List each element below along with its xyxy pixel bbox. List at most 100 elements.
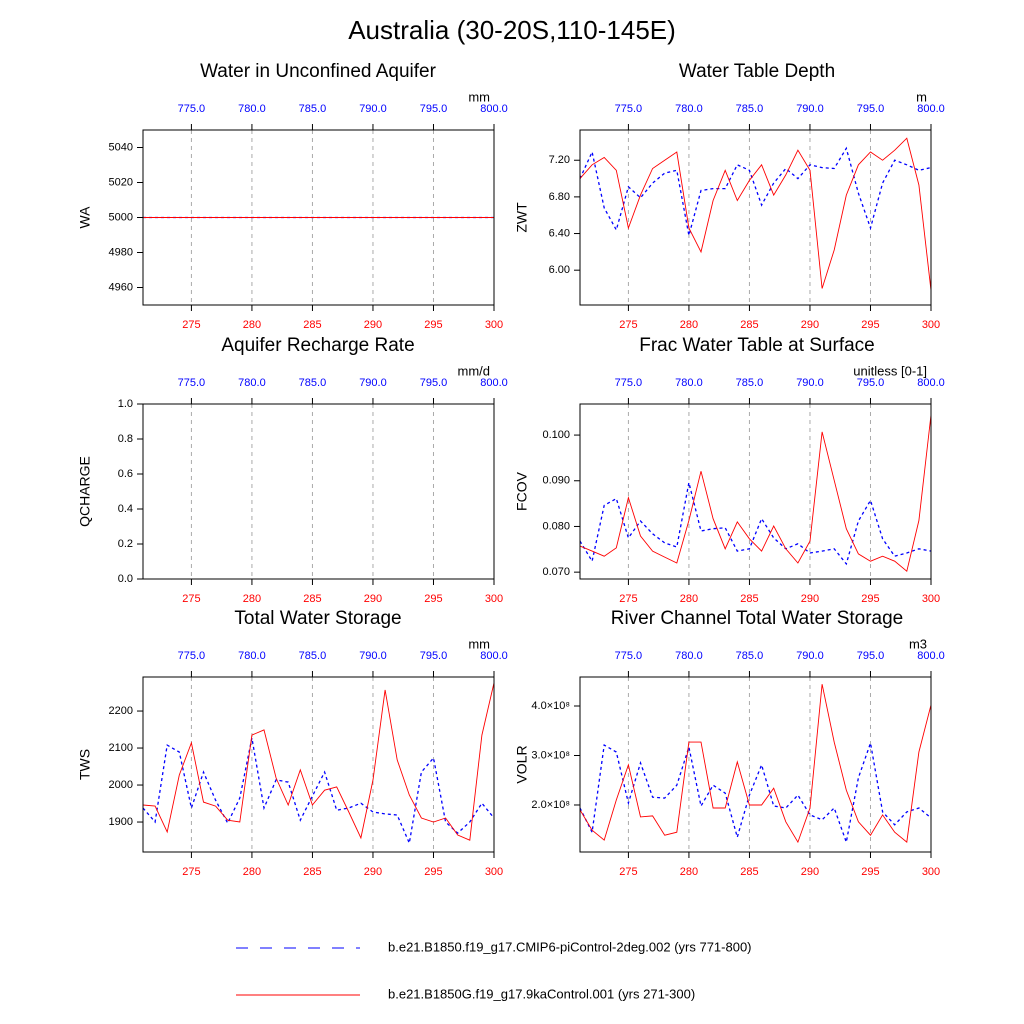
units-label: mm xyxy=(468,89,490,104)
plot-frame xyxy=(142,129,495,306)
x-tick-label: 295 xyxy=(424,866,442,878)
series-line xyxy=(142,682,495,841)
y-tick-label: 0.0 xyxy=(118,573,133,585)
x-tick-label: 285 xyxy=(740,593,758,605)
x2-tick-label: 785.0 xyxy=(299,650,327,662)
y-axis-label: FCOV xyxy=(514,471,530,511)
x-tick-label: 285 xyxy=(740,319,758,331)
x2-tick-label: 790.0 xyxy=(359,103,387,115)
x2-tick-label: 785.0 xyxy=(736,377,764,389)
x2-tick-label: 795.0 xyxy=(857,650,885,662)
x2-tick-label: 775.0 xyxy=(178,650,206,662)
x-tick-label: 295 xyxy=(861,866,879,878)
y-tick-label: 2100 xyxy=(109,742,133,754)
x2-tick-label: 795.0 xyxy=(420,377,448,389)
series-line xyxy=(579,146,932,236)
y-tick-label: 5040 xyxy=(109,141,133,153)
x2-tick-label: 800.0 xyxy=(480,103,508,115)
series-line xyxy=(579,414,932,573)
x-tick-label: 285 xyxy=(303,319,321,331)
y-tick-label: 6.40 xyxy=(549,227,570,239)
units-label: unitless [0-1] xyxy=(853,363,927,378)
x2-tick-label: 790.0 xyxy=(796,650,824,662)
x-tick-label: 300 xyxy=(485,593,503,605)
units-label: m3 xyxy=(909,636,927,651)
x2-tick-label: 795.0 xyxy=(857,377,885,389)
x-tick-label: 285 xyxy=(740,866,758,878)
y-tick-label: 2000 xyxy=(109,779,133,791)
x-tick-label: 290 xyxy=(801,593,819,605)
x2-tick-label: 800.0 xyxy=(480,377,508,389)
y-tick-label: 0.4 xyxy=(118,503,133,515)
units-label: mm/d xyxy=(458,363,491,378)
y-tick-label: 0.090 xyxy=(542,475,570,487)
x-tick-label: 275 xyxy=(182,593,200,605)
x2-tick-label: 790.0 xyxy=(359,377,387,389)
legend-label: b.e21.B1850G.f19_g17.9kaControl.001 (yrs… xyxy=(388,986,695,1001)
series-line xyxy=(579,740,932,845)
series-line xyxy=(579,137,932,291)
y-axis-label: QCHARGE xyxy=(77,456,93,527)
x-tick-label: 300 xyxy=(485,319,503,331)
y-tick-label: 4.0×10⁸ xyxy=(531,700,570,712)
y-tick-label: 1.0 xyxy=(118,398,133,410)
units-label: mm xyxy=(468,636,490,651)
x2-tick-label: 800.0 xyxy=(480,650,508,662)
y-tick-label: 1900 xyxy=(109,816,133,828)
x-tick-label: 280 xyxy=(680,319,698,331)
x-tick-label: 280 xyxy=(680,593,698,605)
x2-tick-label: 800.0 xyxy=(917,650,945,662)
x-tick-label: 280 xyxy=(680,866,698,878)
x2-tick-label: 775.0 xyxy=(615,377,643,389)
x2-tick-label: 790.0 xyxy=(796,103,824,115)
x2-tick-label: 795.0 xyxy=(420,650,448,662)
panel-title: Water Table Depth xyxy=(679,61,835,82)
x2-tick-label: 790.0 xyxy=(796,377,824,389)
x2-tick-label: 775.0 xyxy=(178,377,206,389)
y-tick-label: 4960 xyxy=(109,281,133,293)
units-label: m xyxy=(916,89,927,104)
x2-tick-label: 790.0 xyxy=(359,650,387,662)
x-tick-label: 275 xyxy=(619,866,637,878)
y-tick-label: 0.6 xyxy=(118,468,133,480)
x2-tick-label: 795.0 xyxy=(420,103,448,115)
x-tick-label: 295 xyxy=(424,319,442,331)
figure-title: Australia (30-20S,110-145E) xyxy=(348,15,676,45)
legend-label: b.e21.B1850.f19_g17.CMIP6-piControl-2deg… xyxy=(388,939,752,954)
x2-tick-label: 775.0 xyxy=(178,103,206,115)
y-tick-label: 2.0×10⁸ xyxy=(531,799,570,811)
x-tick-label: 300 xyxy=(485,866,503,878)
series-line xyxy=(579,684,932,844)
y-tick-label: 0.8 xyxy=(118,433,133,445)
x2-tick-label: 800.0 xyxy=(917,103,945,115)
y-tick-label: 0.100 xyxy=(542,429,570,441)
x-tick-label: 290 xyxy=(801,319,819,331)
x2-tick-label: 800.0 xyxy=(917,377,945,389)
x-tick-label: 280 xyxy=(243,319,261,331)
x2-tick-label: 785.0 xyxy=(736,650,764,662)
panel-title: Frac Water Table at Surface xyxy=(639,335,875,356)
x2-tick-label: 780.0 xyxy=(238,650,266,662)
plot-frame xyxy=(142,676,495,853)
y-axis-label: TWS xyxy=(77,749,93,780)
x-tick-label: 275 xyxy=(182,866,200,878)
panel-title: Water in Unconfined Aquifer xyxy=(200,61,437,82)
x-tick-label: 300 xyxy=(922,866,940,878)
y-tick-label: 5000 xyxy=(109,211,133,223)
y-tick-label: 3.0×10⁸ xyxy=(531,749,570,761)
x-tick-label: 275 xyxy=(182,319,200,331)
panel-title: Total Water Storage xyxy=(234,608,401,629)
plot-frame xyxy=(579,676,932,853)
x2-tick-label: 775.0 xyxy=(615,103,643,115)
y-tick-label: 4980 xyxy=(109,246,133,258)
y-tick-label: 0.070 xyxy=(542,566,570,578)
series-line xyxy=(142,737,495,846)
x2-tick-label: 780.0 xyxy=(238,103,266,115)
y-tick-label: 5020 xyxy=(109,176,133,188)
x-tick-label: 290 xyxy=(364,866,382,878)
x2-tick-label: 795.0 xyxy=(857,103,885,115)
x-tick-label: 285 xyxy=(303,866,321,878)
y-tick-label: 0.2 xyxy=(118,538,133,550)
x-tick-label: 290 xyxy=(801,866,819,878)
